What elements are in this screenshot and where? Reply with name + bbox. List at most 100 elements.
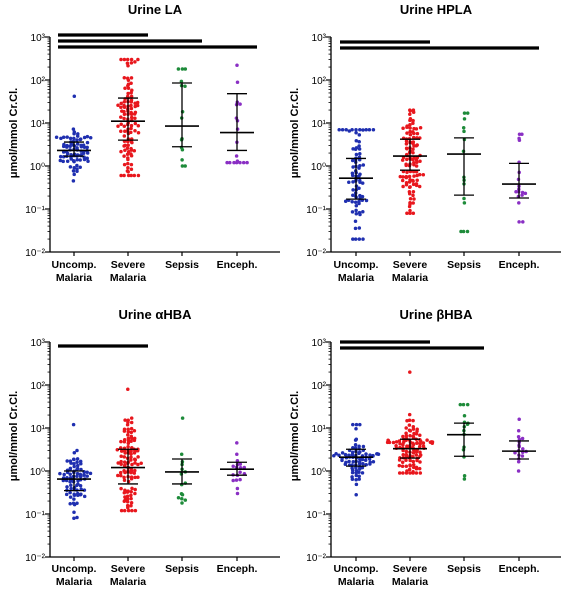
data-point (343, 452, 348, 457)
data-point (129, 455, 133, 459)
data-point (241, 160, 246, 165)
data-point (119, 449, 124, 453)
data-point (235, 63, 239, 68)
data-point (412, 448, 416, 453)
data-point (129, 167, 134, 171)
data-point (88, 471, 93, 476)
data-point (126, 430, 131, 434)
data-point (397, 463, 402, 468)
y-tick-label: 10⁰ (30, 162, 45, 173)
data-point (407, 185, 412, 189)
x-category-label: Sepsis (447, 563, 481, 575)
data-point (180, 67, 185, 71)
data-point (351, 147, 355, 151)
data-point (58, 154, 63, 159)
data-point (354, 211, 359, 216)
y-tick-label: 10¹ (31, 119, 46, 130)
data-points-uncomp-malaria (54, 94, 93, 183)
data-point (129, 126, 133, 131)
data-point (72, 462, 76, 466)
data-point (408, 458, 412, 463)
data-point (75, 515, 79, 520)
y-tick-label: 10⁻¹ (306, 510, 326, 521)
data-point (368, 453, 372, 457)
data-point (130, 508, 134, 513)
data-point (408, 429, 413, 433)
data-point (75, 460, 79, 465)
data-point (125, 57, 130, 62)
y-tick-label: 10³ (312, 338, 327, 349)
data-point (357, 166, 361, 170)
data-point (176, 496, 181, 500)
data-point (408, 197, 413, 201)
data-point (129, 500, 134, 505)
data-point (358, 212, 362, 217)
data-point (129, 106, 134, 111)
data-point (354, 437, 359, 441)
data-point (405, 147, 409, 151)
data-point (231, 478, 235, 483)
data-point (371, 460, 376, 464)
data-point (180, 148, 185, 152)
data-point (357, 144, 361, 148)
data-point (516, 469, 521, 473)
data-point (408, 126, 412, 130)
data-point (125, 152, 130, 157)
data-point (405, 469, 409, 473)
data-point (343, 199, 348, 203)
data-point (65, 135, 69, 139)
data-point (407, 418, 412, 423)
data-point (411, 418, 415, 423)
y-tick-label: 10⁰ (30, 467, 45, 478)
data-point (411, 434, 416, 439)
data-point (72, 492, 76, 497)
data-point (68, 495, 73, 499)
data-point (82, 494, 87, 499)
data-point (179, 492, 184, 496)
data-point (386, 439, 391, 443)
data-point (126, 387, 130, 391)
data-point (129, 490, 133, 494)
data-point (71, 169, 76, 173)
data-point (122, 455, 127, 459)
data-point (354, 493, 358, 497)
data-points-sepsis (176, 67, 188, 168)
data-point (465, 402, 470, 407)
data-point (350, 127, 354, 132)
data-point (405, 125, 409, 129)
x-category-labels: Uncomp. Malaria Severe Malaria Sepsis En… (334, 563, 540, 588)
data-point (78, 137, 83, 142)
data-point (400, 178, 405, 183)
data-point (411, 190, 416, 194)
data-point (404, 175, 409, 180)
data-point (78, 474, 83, 479)
data-point (132, 438, 137, 443)
data-point (398, 174, 403, 179)
data-point (358, 450, 362, 454)
data-point (65, 485, 69, 489)
data-point (411, 441, 415, 445)
x-category-label: Uncomp. (52, 563, 97, 575)
data-point (133, 128, 137, 133)
data-point (516, 434, 521, 439)
data-point (119, 57, 123, 62)
data-point (120, 109, 124, 113)
data-point (353, 200, 358, 204)
data-point (129, 420, 134, 425)
data-point (347, 459, 351, 464)
data-point (72, 159, 76, 164)
data-point (238, 102, 242, 106)
panel-title: Urine LA (128, 2, 183, 17)
data-point (129, 496, 133, 501)
data-point (465, 111, 470, 115)
data-point (404, 449, 409, 454)
data-point (75, 471, 80, 476)
data-point (337, 453, 341, 458)
data-point (61, 135, 66, 139)
data-point (126, 169, 130, 174)
data-points-severe-malaria (385, 370, 435, 475)
data-point (123, 129, 127, 133)
data-point (129, 173, 133, 178)
data-point (123, 451, 127, 455)
data-point (354, 426, 358, 431)
